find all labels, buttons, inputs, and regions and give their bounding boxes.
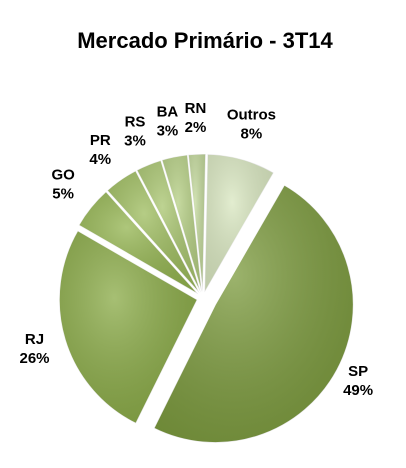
chart-title: Mercado Primário - 3T14 <box>77 28 333 53</box>
slice-shine <box>136 160 201 293</box>
slice-value-label: 2% <box>185 119 207 136</box>
slice-shine <box>204 154 274 293</box>
slice-label: SP <box>348 363 368 380</box>
slice-value-label: 4% <box>89 151 111 168</box>
slice-label: BA <box>157 104 179 121</box>
slice-label: GO <box>51 167 75 184</box>
slice-label: RJ <box>25 331 44 348</box>
slice-shine <box>78 191 199 295</box>
slice-shine <box>107 170 200 294</box>
slice-shine <box>188 154 206 293</box>
slice-label: Outros <box>227 107 276 124</box>
slice-value-label: 5% <box>52 186 74 203</box>
slice-value-label: 26% <box>19 350 49 367</box>
slice-shine <box>153 185 354 443</box>
slice-shine <box>161 154 202 293</box>
slice-label: RN <box>185 100 207 117</box>
slice-shine <box>59 230 198 424</box>
slice-value-label: 8% <box>241 126 263 143</box>
slice-label: PR <box>90 132 111 149</box>
slice-label: RS <box>125 113 146 130</box>
slice-value-label: 3% <box>124 132 146 149</box>
slice-value-label: 3% <box>157 123 179 140</box>
slice-value-label: 49% <box>343 382 373 399</box>
